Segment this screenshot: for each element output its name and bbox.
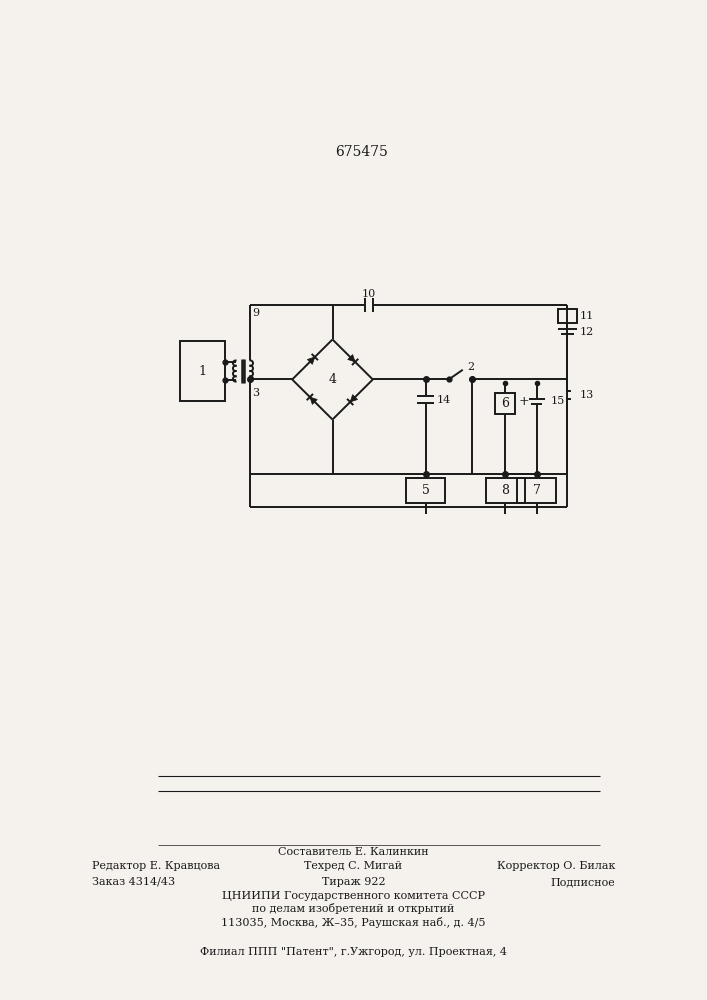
Bar xyxy=(496,393,515,414)
Text: 2: 2 xyxy=(467,362,474,372)
Bar xyxy=(518,478,556,503)
Text: по делам изобретений и открытий: по делам изобретений и открытий xyxy=(252,904,455,914)
Text: 10: 10 xyxy=(362,289,376,299)
Text: Составитель Е. Калинкин: Составитель Е. Калинкин xyxy=(278,847,429,857)
Text: 14: 14 xyxy=(436,395,450,405)
Polygon shape xyxy=(350,395,358,402)
Bar xyxy=(558,309,577,323)
Text: Филиал ППП "Патент", г.Ужгород, ул. Проектная, 4: Филиал ППП "Патент", г.Ужгород, ул. Прое… xyxy=(200,947,507,957)
Text: ЦНИИПИ Государственного комитета СССР: ЦНИИПИ Государственного комитета СССР xyxy=(222,891,485,901)
Bar xyxy=(486,478,525,503)
Text: 9: 9 xyxy=(252,308,259,318)
Polygon shape xyxy=(348,355,355,362)
Text: 1: 1 xyxy=(198,365,206,378)
Text: Корректор О. Билак: Корректор О. Билак xyxy=(497,861,615,871)
Bar xyxy=(180,341,225,401)
Text: 13: 13 xyxy=(580,390,594,400)
Text: Заказ 4314/43: Заказ 4314/43 xyxy=(92,877,175,887)
Text: 3: 3 xyxy=(252,388,259,398)
Text: 7: 7 xyxy=(533,484,541,497)
Text: 8: 8 xyxy=(501,484,509,497)
Text: 113035, Москва, Ж–35, Раушская наб., д. 4/5: 113035, Москва, Ж–35, Раушская наб., д. … xyxy=(221,916,486,928)
Text: Техред С. Мигай: Техред С. Мигай xyxy=(305,861,402,871)
Polygon shape xyxy=(308,357,315,364)
Text: Подписное: Подписное xyxy=(550,877,615,887)
Text: 15: 15 xyxy=(551,396,565,406)
Text: 675475: 675475 xyxy=(336,145,388,159)
Bar xyxy=(406,478,445,503)
Polygon shape xyxy=(310,397,317,404)
Text: 4: 4 xyxy=(329,373,337,386)
Text: 12: 12 xyxy=(580,327,594,337)
Text: 5: 5 xyxy=(421,484,429,497)
Text: 11: 11 xyxy=(580,311,594,321)
Text: Тираж 922: Тираж 922 xyxy=(322,877,385,887)
Text: +: + xyxy=(519,395,530,408)
Text: 6: 6 xyxy=(501,397,509,410)
Text: Редактор Е. Кравцова: Редактор Е. Кравцова xyxy=(92,861,220,871)
